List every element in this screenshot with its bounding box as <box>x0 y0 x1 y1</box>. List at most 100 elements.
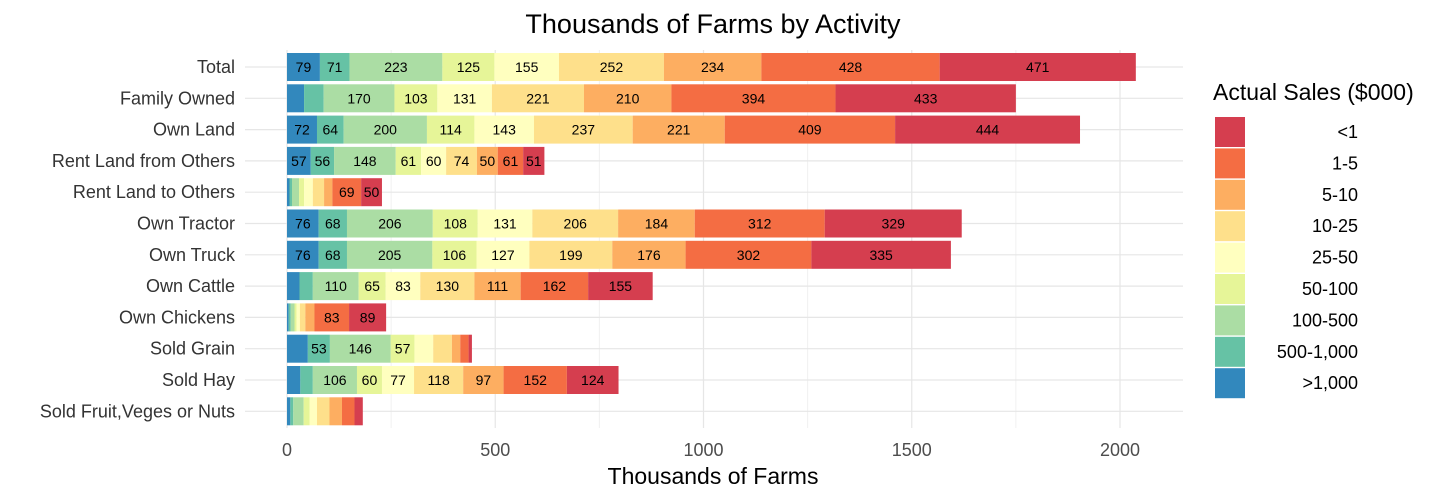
bar-segment <box>939 53 1136 81</box>
bar-segment <box>520 272 589 301</box>
bar-value-label: 60 <box>426 153 442 169</box>
bar-segment <box>618 209 695 238</box>
bar-segment <box>724 115 896 144</box>
bar-value-label: 50 <box>480 153 496 169</box>
bar-value-label: 329 <box>882 216 906 232</box>
bar-value-label: 97 <box>476 372 492 388</box>
bar-segment <box>558 53 664 81</box>
bar-value-label: 69 <box>339 184 355 200</box>
bar-segment <box>358 272 386 301</box>
legend-swatch <box>1215 305 1245 336</box>
bar-segment <box>312 366 357 394</box>
bar-segment <box>432 240 477 269</box>
bar-segment <box>299 303 306 332</box>
bar-value-label: 335 <box>869 247 893 263</box>
bar-value-label: 61 <box>503 153 519 169</box>
bar-segment <box>420 272 475 301</box>
legend-swatch <box>1215 242 1245 273</box>
bar-value-label: 83 <box>395 278 411 294</box>
bar-value-label: 210 <box>616 90 640 106</box>
bar-value-label: 206 <box>378 216 402 232</box>
bar-value-label: 206 <box>564 216 588 232</box>
bar-segment <box>451 334 461 363</box>
bar-value-label: 106 <box>443 247 467 263</box>
bar-segment <box>433 334 452 363</box>
bar-segment <box>349 303 387 332</box>
legend-swatch <box>1215 211 1245 242</box>
bar-value-label: 146 <box>349 341 373 357</box>
bar-segment <box>685 240 812 269</box>
bar-segment <box>474 115 534 144</box>
bar-value-label: 131 <box>493 216 517 232</box>
bar-segment <box>312 178 325 207</box>
legend-swatch <box>1215 148 1245 179</box>
bar-value-label: 83 <box>324 309 340 325</box>
bar-value-label: 237 <box>572 122 596 138</box>
bar-value-label: 221 <box>526 90 550 106</box>
bar-segment <box>612 240 686 269</box>
bar-value-label: 108 <box>444 216 468 232</box>
legend-swatch <box>1215 179 1245 210</box>
bar-value-label: 79 <box>296 59 312 75</box>
bar-value-label: 61 <box>401 153 417 169</box>
bar-segment <box>290 303 295 332</box>
bar-segment <box>694 209 825 238</box>
bar-segment <box>494 53 559 81</box>
bar-value-label: 76 <box>295 247 311 263</box>
bar-segment <box>421 146 447 175</box>
bar-segment <box>287 115 317 144</box>
bar-segment <box>491 84 584 113</box>
bar-segment <box>310 146 335 175</box>
x-tick-label: 500 <box>480 440 510 460</box>
bar-value-label: 184 <box>645 216 669 232</box>
x-tick-label: 2000 <box>1100 440 1140 460</box>
bar-value-label: 394 <box>742 90 766 106</box>
bar-value-label: 77 <box>390 372 406 388</box>
bar-segment <box>476 146 498 175</box>
bar-value-label: 64 <box>323 122 339 138</box>
bar-segment <box>474 272 521 301</box>
bar-segment <box>307 334 330 363</box>
bar-segment <box>304 178 313 207</box>
bar-segment <box>319 53 350 81</box>
bar-segment <box>632 115 725 144</box>
bar-value-label: 131 <box>453 90 477 106</box>
bar-value-label: 223 <box>384 59 408 75</box>
bar-value-label: 103 <box>404 90 428 106</box>
bar-segment <box>296 303 300 332</box>
category-label: Own Tractor <box>137 214 235 234</box>
bar-segment <box>287 272 300 301</box>
category-label: Own Land <box>153 120 235 140</box>
chart-title: Thousands of Farms by Activity <box>525 9 901 39</box>
bar-segment <box>291 178 300 207</box>
bar-segment <box>299 178 305 207</box>
bar-value-label: 74 <box>454 153 470 169</box>
bar-segment <box>334 146 396 175</box>
bar-value-label: 302 <box>737 247 761 263</box>
bar-segment <box>532 209 619 238</box>
category-label: Own Cattle <box>146 276 235 296</box>
bar-value-label: 53 <box>311 341 327 357</box>
legend-label: 25-50 <box>1312 248 1358 268</box>
legend-swatch <box>1215 336 1245 367</box>
bar-value-label: 106 <box>323 372 347 388</box>
bar-value-label: 162 <box>543 278 567 294</box>
bar-value-label: 221 <box>667 122 691 138</box>
bar-value-label: 409 <box>798 122 822 138</box>
bar-segment <box>341 397 355 426</box>
bar-segment <box>288 303 291 332</box>
bar-segment <box>390 334 415 363</box>
bar-segment <box>381 366 415 394</box>
legend-swatch <box>1215 117 1245 147</box>
bar-segment <box>361 178 382 207</box>
x-tick-label: 1000 <box>683 440 723 460</box>
bar-segment <box>432 209 478 238</box>
legend-label: 5-10 <box>1322 185 1358 205</box>
bar-value-label: 57 <box>395 341 411 357</box>
bar-segment <box>761 53 940 81</box>
bar-value-label: 127 <box>491 247 515 263</box>
bar-segment <box>426 115 475 144</box>
bar-segment <box>293 397 304 426</box>
bar-segment <box>287 334 308 363</box>
